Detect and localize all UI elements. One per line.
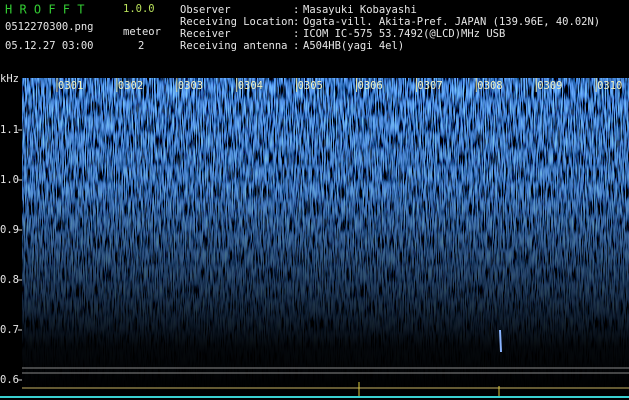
minute-label: 0305: [298, 80, 323, 92]
minute-label: 0310: [597, 80, 622, 92]
info-separator: :: [293, 16, 299, 28]
minute-label: 0302: [118, 80, 143, 92]
y-tick-label: 0.9: [0, 224, 19, 236]
y-tick-label: 0.7: [0, 324, 19, 336]
info-separator: :: [293, 4, 299, 16]
y-tick-label: 1.0: [0, 174, 19, 186]
info-label: Receiving antenna: [180, 40, 287, 52]
axis-unit: kHz: [0, 73, 19, 85]
meteor-count: 2: [138, 40, 144, 52]
minute-label: 0301: [58, 80, 83, 92]
info-value: Ogata-vill. Akita-Pref. JAPAN (139.96E, …: [303, 16, 600, 28]
info-label: Observer: [180, 4, 231, 16]
app-name: H R O F F T: [5, 3, 84, 17]
minute-label: 0306: [358, 80, 383, 92]
minute-label: 0303: [178, 80, 203, 92]
y-tick-label: 0.8: [0, 274, 19, 286]
meteor-label: meteor: [123, 26, 161, 38]
info-value: ICOM IC-575 53.7492(@LCD)MHz USB: [303, 28, 505, 40]
info-value: A504HB(yagi 4el): [303, 40, 404, 52]
meteor-echo: [499, 329, 502, 353]
spectrogram-fade: [22, 78, 629, 394]
minute-label: 0308: [477, 80, 502, 92]
datetime: 05.12.27 03:00: [5, 40, 94, 52]
minute-label: 0304: [238, 80, 263, 92]
y-tick-label: 1.1: [0, 124, 19, 136]
info-separator: :: [293, 28, 299, 40]
minute-label: 0307: [417, 80, 442, 92]
info-label: Receiver: [180, 28, 231, 40]
info-label: Receiving Location: [180, 16, 294, 28]
y-tick-label: 0.6: [0, 374, 19, 386]
info-separator: :: [293, 40, 299, 52]
minute-label: 0309: [537, 80, 562, 92]
file-name: 0512270300.png: [5, 21, 94, 33]
info-value: Masayuki Kobayashi: [303, 4, 417, 16]
app-version: 1.0.0: [123, 3, 155, 15]
